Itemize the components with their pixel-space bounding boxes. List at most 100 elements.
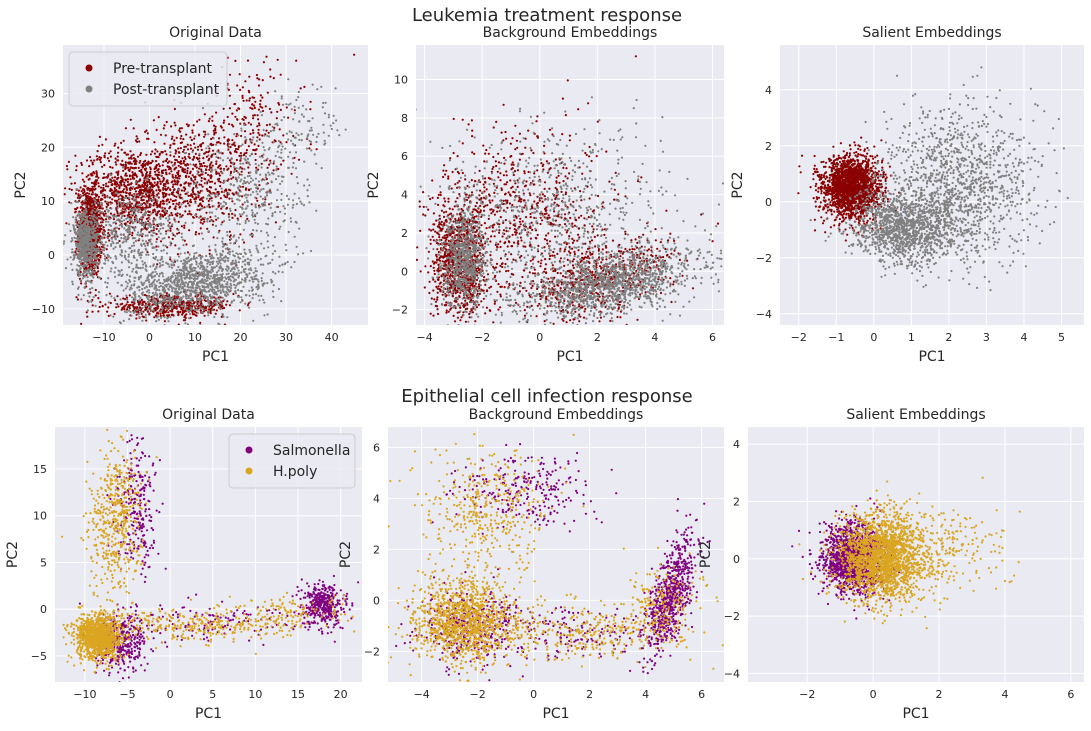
data-point xyxy=(282,134,285,137)
data-point xyxy=(186,169,189,172)
data-point xyxy=(101,248,104,251)
data-point xyxy=(63,242,65,245)
data-point xyxy=(186,199,189,203)
data-point xyxy=(63,193,66,196)
data-point xyxy=(150,204,153,207)
data-point xyxy=(278,128,281,131)
data-point xyxy=(116,204,119,207)
data-point xyxy=(174,183,177,186)
data-point xyxy=(134,181,137,184)
data-point xyxy=(136,201,139,205)
data-point xyxy=(112,235,115,238)
data-point xyxy=(114,299,117,302)
data-point xyxy=(194,233,197,236)
data-point xyxy=(198,232,201,235)
data-point xyxy=(139,159,142,163)
data-point xyxy=(71,248,74,251)
data-point xyxy=(157,318,160,321)
data-point xyxy=(97,228,100,231)
data-point xyxy=(109,224,112,227)
data-point xyxy=(213,288,216,291)
data-point xyxy=(224,188,228,191)
data-point xyxy=(160,207,163,210)
data-point xyxy=(95,264,98,267)
data-point xyxy=(190,138,193,142)
data-point xyxy=(90,228,93,231)
data-point xyxy=(160,257,164,260)
data-point xyxy=(191,174,194,177)
data-point xyxy=(129,218,132,221)
data-point xyxy=(141,185,144,188)
data-point xyxy=(276,58,279,61)
data-point xyxy=(153,316,156,319)
data-point xyxy=(111,240,114,243)
data-point xyxy=(254,293,258,296)
data-point xyxy=(173,306,176,310)
data-point xyxy=(223,142,226,145)
data-point xyxy=(111,183,114,186)
data-point xyxy=(117,146,120,149)
data-point xyxy=(175,159,178,162)
data-point xyxy=(141,232,144,236)
data-point xyxy=(86,247,89,250)
data-point xyxy=(126,273,129,276)
data-point xyxy=(226,139,229,142)
data-point xyxy=(160,296,163,299)
data-point xyxy=(139,186,142,189)
data-point xyxy=(205,165,209,168)
data-point xyxy=(226,168,229,171)
series-post-transplant xyxy=(63,78,347,325)
data-point xyxy=(139,303,143,306)
data-point xyxy=(132,185,135,189)
data-point xyxy=(151,150,154,153)
data-point xyxy=(201,222,204,225)
data-point xyxy=(157,171,160,174)
data-point xyxy=(204,309,208,312)
data-point xyxy=(239,233,242,236)
data-point xyxy=(111,198,114,201)
data-point xyxy=(84,255,87,258)
data-point xyxy=(182,186,185,189)
data-point xyxy=(299,87,302,90)
data-point xyxy=(123,151,126,154)
data-point xyxy=(285,106,288,109)
data-point xyxy=(143,190,146,193)
data-point xyxy=(141,223,144,226)
data-point xyxy=(126,220,129,223)
data-point xyxy=(295,59,298,62)
data-point xyxy=(152,209,155,212)
data-point xyxy=(128,225,131,228)
data-point xyxy=(145,217,148,220)
data-point xyxy=(131,210,134,213)
data-point xyxy=(233,144,236,147)
data-point xyxy=(255,244,258,247)
data-point xyxy=(235,158,238,162)
data-point xyxy=(92,227,95,230)
data-point xyxy=(109,155,112,158)
data-point xyxy=(85,252,88,255)
data-point xyxy=(141,306,144,309)
data-point xyxy=(76,243,79,246)
data-point xyxy=(140,220,144,223)
data-point xyxy=(217,180,220,183)
data-point xyxy=(107,232,110,235)
data-point xyxy=(209,216,212,219)
data-point xyxy=(249,123,253,126)
data-point xyxy=(109,188,112,191)
data-point xyxy=(175,214,178,217)
data-point xyxy=(151,198,154,202)
data-point xyxy=(83,212,86,215)
data-point xyxy=(194,286,197,289)
data-point xyxy=(128,169,131,172)
data-point xyxy=(179,205,182,208)
data-point xyxy=(123,181,126,184)
data-point xyxy=(102,183,105,187)
data-point xyxy=(148,178,151,181)
data-point xyxy=(171,232,174,235)
data-point xyxy=(81,254,84,257)
data-point xyxy=(191,158,194,161)
data-point xyxy=(122,233,125,236)
data-point xyxy=(189,136,192,139)
data-point xyxy=(140,168,143,171)
data-point xyxy=(111,166,114,169)
